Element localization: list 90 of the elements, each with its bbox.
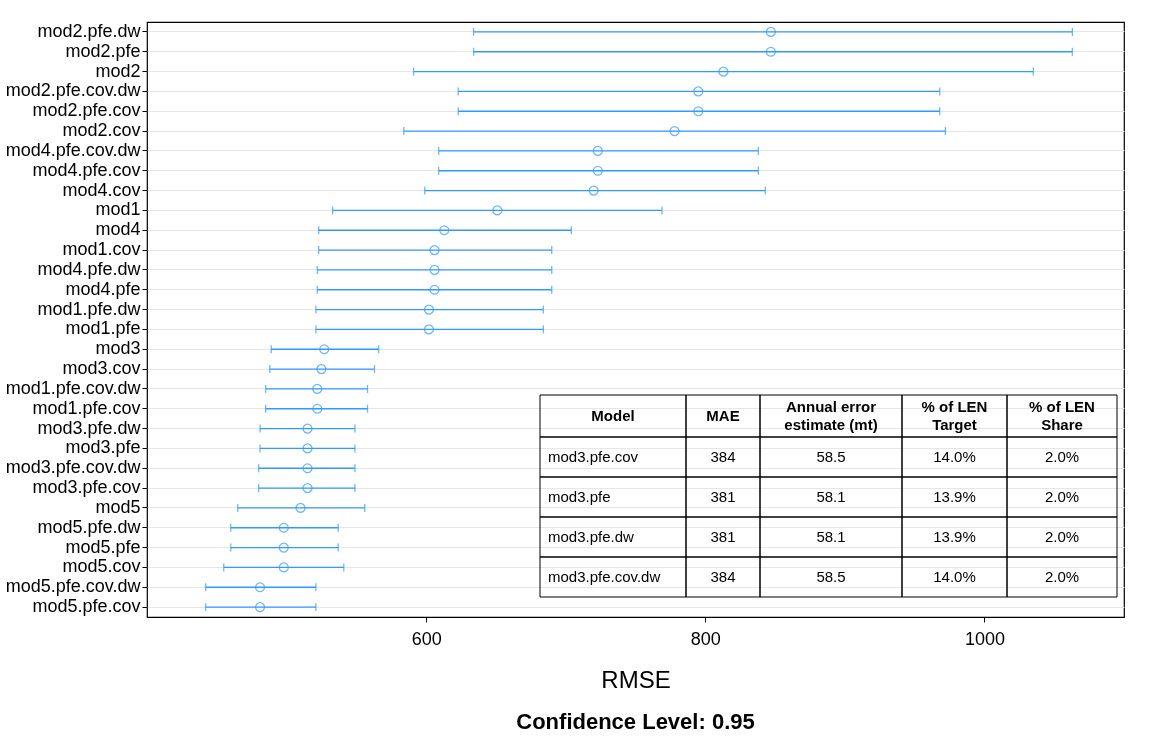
y-tick-label: mod3.pfe.dw [37, 417, 142, 438]
annotation: 2.0% [1044, 528, 1080, 545]
y-tick-label: mod4 [95, 219, 141, 240]
y-tick-label: mod4.pfe.cov.dw [5, 139, 142, 160]
point [319, 344, 330, 355]
annotation: 2.0% [1044, 488, 1080, 505]
y-tick-label: mod2.cov [62, 120, 141, 141]
y-tick-label: mod3.pfe.cov [32, 477, 141, 498]
point [278, 562, 289, 573]
annotation: 381 [710, 488, 736, 505]
annotation: 384 [710, 448, 736, 465]
y-tick-label: mod3.pfe.cov.dw [5, 457, 142, 478]
y-tick-label: mod1.pfe.cov.dw [5, 377, 142, 398]
point [316, 363, 327, 375]
point [592, 165, 603, 176]
annotation: 58.1 [816, 488, 846, 505]
annotation: 58.5 [816, 568, 846, 585]
point [765, 46, 777, 57]
annotation: 13.9% [933, 528, 976, 545]
point [302, 463, 313, 474]
annotation: 58.1 [816, 528, 846, 545]
point [492, 205, 503, 216]
annotation: 2.0% [1044, 568, 1080, 585]
point [669, 125, 680, 137]
y-tick-label: mod4.cov [62, 179, 141, 200]
annotation: % of LEN Share [1029, 398, 1095, 433]
annotation: Annual error estimate (mt) [784, 398, 878, 433]
y-tick-label: mod3 [95, 338, 141, 359]
point [254, 582, 266, 593]
y-tick-label: mod4.pfe.dw [37, 258, 142, 279]
annotation: mod3.pfe [548, 488, 611, 505]
point [439, 225, 450, 236]
x-tick-label: 600 [411, 628, 442, 649]
point [278, 522, 289, 533]
annotation: % of LEN Target [921, 398, 988, 433]
point [693, 86, 704, 97]
point [312, 383, 323, 395]
annotation: 384 [710, 568, 736, 585]
annotation: 14.0% [933, 448, 976, 465]
y-tick-label: mod1 [95, 199, 141, 220]
y-tick-label: mod2 [95, 60, 141, 81]
y-tick-label: mod1.pfe [65, 318, 141, 339]
point [765, 26, 777, 38]
y-tick-label: mod1.cov [62, 239, 141, 260]
x-tick-label: 800 [690, 628, 721, 649]
y-tick-label: mod2.pfe [65, 40, 141, 61]
y-tick-label: mod1.pfe.cov [32, 397, 141, 418]
annotation: mod3.pfe.cov.dw [548, 568, 661, 585]
y-tick-label: mod5.pfe.cov.dw [5, 576, 142, 597]
y-tick-label: mod3.cov [62, 358, 141, 379]
y-tick-label: mod5.pfe.cov [32, 596, 141, 617]
point [302, 423, 313, 434]
point [312, 403, 323, 414]
y-tick-label: mod5.pfe [65, 536, 141, 557]
point [718, 66, 729, 77]
point [693, 106, 704, 117]
annotation: Model [591, 407, 635, 424]
point [429, 284, 440, 295]
point [302, 482, 313, 494]
point [429, 264, 440, 276]
point [588, 185, 599, 196]
y-tick-label: mod4.pfe.cov [32, 159, 141, 180]
y-tick-label: mod1.pfe.dw [37, 298, 142, 319]
point [423, 324, 435, 335]
annotation: 13.9% [933, 488, 976, 505]
point [278, 542, 289, 553]
y-tick-label: mod5 [95, 496, 141, 517]
x-axis-title: RMSE [601, 665, 671, 693]
text: Confidence Level: 0.95 [516, 709, 755, 734]
annotation: 2.0% [1044, 448, 1080, 465]
point [254, 601, 266, 613]
point [302, 443, 313, 454]
annotation: 381 [710, 528, 736, 545]
annotation: 14.0% [933, 568, 976, 585]
y-tick-label: mod5.cov [62, 556, 141, 577]
y-tick-label: mod2.pfe.dw [37, 20, 142, 41]
point [423, 304, 435, 315]
y-tick-label: mod2.pfe.cov [32, 100, 141, 121]
x-tick-label: 1000 [964, 628, 1005, 649]
annotation: 58.5 [816, 448, 846, 465]
y-tick-label: mod4.pfe [65, 278, 141, 299]
annotation: MAE [706, 407, 740, 424]
annotation: mod3.pfe.dw [548, 528, 635, 545]
point [592, 145, 603, 157]
y-tick-label: mod2.pfe.cov.dw [5, 80, 142, 101]
y-tick-label: mod3.pfe [65, 437, 141, 458]
point [295, 502, 306, 514]
annotation: mod3.pfe.cov [548, 448, 639, 465]
point [429, 244, 440, 256]
y-tick-label: mod5.pfe.dw [37, 516, 142, 537]
